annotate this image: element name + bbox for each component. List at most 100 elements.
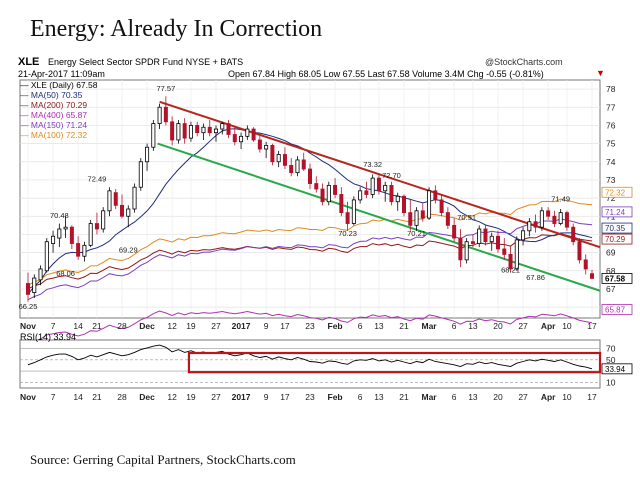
rsi-tick-label: 10 <box>606 377 616 387</box>
candle-body <box>245 128 250 137</box>
price-annotation: 72.70 <box>382 171 401 180</box>
candle-body <box>376 177 381 192</box>
candle-body <box>590 273 595 279</box>
x-tick-label: 13 <box>374 321 384 331</box>
x-tick-label: 6 <box>452 321 457 331</box>
candle-body <box>514 239 519 270</box>
symbol: XLE <box>18 56 40 68</box>
price-annotation: 67.86 <box>526 273 545 282</box>
candle-body <box>157 106 162 125</box>
candle-body <box>213 128 218 134</box>
candle-body <box>401 195 406 214</box>
candle-body <box>358 190 363 201</box>
candle-body <box>326 184 331 203</box>
candle-body <box>439 199 444 214</box>
candle-body <box>257 139 262 150</box>
x-tick-label: 17 <box>280 321 290 331</box>
value-badge: 67.58 <box>601 272 633 284</box>
x-tick-label-rsi: 14 <box>73 392 83 402</box>
y-tick-label: 77 <box>606 102 616 112</box>
candle-body <box>577 241 582 261</box>
candle-body <box>182 123 187 139</box>
y-tick-label: 72 <box>606 193 616 203</box>
copyright: @StockCharts.com <box>485 57 563 67</box>
rsi-value-badge <box>601 363 633 375</box>
x-tick-label-rsi: Nov <box>20 392 36 402</box>
x-tick-label: Dec <box>139 321 155 331</box>
quote-line: Open 67.84 High 68.05 Low 67.55 Last 67.… <box>228 69 544 79</box>
candle-body <box>220 123 225 130</box>
price-annotation: 68.06 <box>56 269 75 278</box>
x-tick-label: 19 <box>186 321 196 331</box>
value-badge-label: 70.29 <box>605 235 626 244</box>
candle-body <box>420 210 425 219</box>
value-badge-box <box>601 272 633 284</box>
x-tick-label-rsi: 7 <box>51 392 56 402</box>
price-annotation: 70.21 <box>407 229 426 238</box>
x-tick-label: 27 <box>518 321 528 331</box>
value-badge-box <box>601 233 633 245</box>
candle-body <box>489 235 494 243</box>
candle-body <box>320 188 325 203</box>
candle-body <box>464 241 469 261</box>
candle-body <box>120 204 125 217</box>
candle-body <box>502 248 507 255</box>
candle-body <box>483 228 488 243</box>
x-tick-label-rsi: 27 <box>518 392 528 402</box>
x-tick-label-rsi: 13 <box>468 392 478 402</box>
x-tick-label: Mar <box>422 321 438 331</box>
x-tick-label: 2017 <box>232 321 251 331</box>
candle-body <box>508 254 513 270</box>
candle-body <box>38 268 43 281</box>
candle-body <box>289 164 294 174</box>
candle-body <box>301 159 306 170</box>
price-annotation: 70.48 <box>50 211 69 220</box>
support-trendline <box>157 142 601 292</box>
candle-body <box>445 212 450 226</box>
x-tick-label: 6 <box>358 321 363 331</box>
candle-body <box>226 123 231 135</box>
candle-body <box>571 226 576 243</box>
y-tick-label: 75 <box>606 139 616 149</box>
x-tick-label: 27 <box>211 321 221 331</box>
candle-body <box>32 277 37 293</box>
candle-body <box>276 154 281 163</box>
legend-entry: — XLE (Daily) 67.58 <box>20 80 98 90</box>
candle-body <box>552 215 557 224</box>
x-tick-label: 14 <box>73 321 83 331</box>
candle-body <box>94 223 99 230</box>
candle-body <box>539 210 544 228</box>
candle-body <box>527 221 532 232</box>
value-badge: 70.29 <box>601 233 633 245</box>
candle-body <box>351 199 356 224</box>
candle-body <box>564 212 569 228</box>
ma50-line <box>27 128 593 295</box>
candle-body <box>370 177 375 195</box>
rsi-label: RSI(14) 33.94 <box>20 332 77 342</box>
x-tick-label: 28 <box>117 321 127 331</box>
resistance-trendline <box>159 100 601 249</box>
price-annotation: 77.57 <box>156 84 175 93</box>
y-tick-label: 68 <box>606 266 616 276</box>
rsi-value-badge-label: 33.94 <box>605 365 626 374</box>
candle-body <box>201 126 206 134</box>
x-tick-label: 23 <box>305 321 315 331</box>
x-tick-label: Nov <box>20 321 36 331</box>
candle-body <box>126 208 131 217</box>
candle-body <box>389 184 394 203</box>
rsi-tick-label: 70 <box>606 343 616 353</box>
candle-body <box>583 259 588 270</box>
x-tick-label-rsi: 21 <box>399 392 409 402</box>
x-tick-label-rsi: 13 <box>374 392 384 402</box>
x-tick-label: 12 <box>167 321 177 331</box>
x-tick-label: 10 <box>562 321 572 331</box>
price-annotation: 70.23 <box>338 229 357 238</box>
candle-body <box>63 226 68 230</box>
y-tick-label: 67 <box>606 284 616 294</box>
x-tick-label: 13 <box>468 321 478 331</box>
value-badge-label: 70.35 <box>605 224 626 233</box>
x-tick-label-rsi: 17 <box>587 392 597 402</box>
candle-body <box>533 221 538 228</box>
value-badge-label: 72.32 <box>605 188 626 197</box>
x-tick-label: 21 <box>399 321 409 331</box>
